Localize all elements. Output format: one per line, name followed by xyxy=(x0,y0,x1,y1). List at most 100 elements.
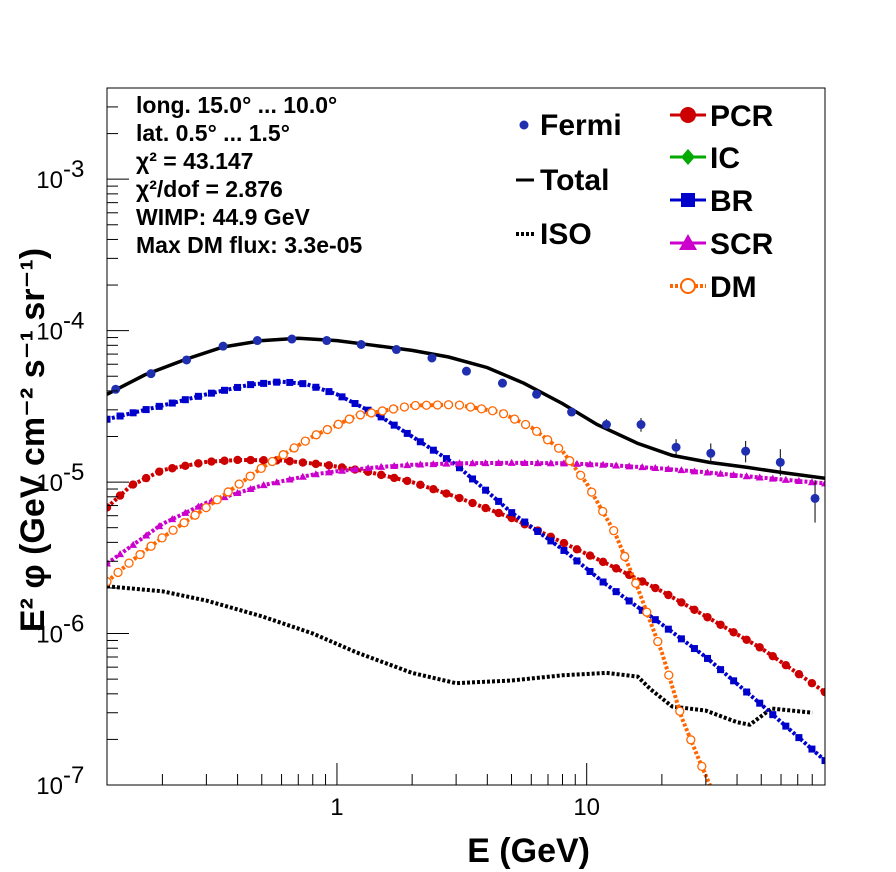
legend-br-marker xyxy=(681,193,695,207)
y-tick-label: 10 xyxy=(36,319,63,346)
fermi-point xyxy=(775,457,785,467)
scr-marker xyxy=(520,458,529,466)
dm-marker xyxy=(234,479,244,489)
br-marker xyxy=(717,666,725,674)
pcr-marker xyxy=(807,678,817,688)
fermi-point xyxy=(287,334,297,344)
scr-marker xyxy=(116,550,125,558)
dm-marker xyxy=(124,558,134,568)
br-marker xyxy=(234,383,242,391)
br-marker xyxy=(651,616,659,624)
y-tick-exponent: -6 xyxy=(63,611,84,638)
br-marker xyxy=(586,567,594,575)
dm-marker xyxy=(333,419,343,429)
scr-marker xyxy=(494,458,503,466)
pcr-marker xyxy=(820,687,825,697)
dm-marker xyxy=(509,414,520,424)
br-marker xyxy=(521,518,529,526)
br-marker xyxy=(534,527,542,535)
br-marker xyxy=(808,745,816,753)
fermi-point xyxy=(567,407,577,417)
scr-marker xyxy=(468,459,477,467)
scr-marker xyxy=(416,460,425,468)
info-max-dm-flux: Max DM flux: 3.3e-05 xyxy=(136,232,362,258)
br-marker xyxy=(547,537,555,545)
scr-marker xyxy=(742,472,751,480)
scr-marker xyxy=(690,467,699,475)
dm-marker xyxy=(675,706,685,716)
dm-marker xyxy=(113,567,123,578)
y-tick-label: 10 xyxy=(36,622,63,649)
pcr-line xyxy=(107,457,825,694)
pcr-marker xyxy=(246,455,255,465)
dm-marker xyxy=(587,487,597,497)
br-marker xyxy=(299,380,307,388)
br-marker xyxy=(782,722,790,730)
dm-marker xyxy=(476,404,487,414)
br-marker xyxy=(416,438,424,446)
legend-pcr-marker xyxy=(680,107,696,123)
br-marker xyxy=(690,645,698,653)
fermi-point xyxy=(427,353,437,363)
info-chi2: χ² = 43.147 xyxy=(136,148,253,174)
dm-marker xyxy=(135,549,145,560)
legend-right: PCR IC BR SCR DM xyxy=(670,100,774,304)
br-marker xyxy=(573,557,581,565)
scr-marker xyxy=(807,478,816,486)
dm-marker xyxy=(664,670,674,680)
scr-marker xyxy=(455,459,464,467)
dm-marker xyxy=(388,404,399,414)
pcr-marker xyxy=(181,461,190,471)
br-marker xyxy=(194,392,202,400)
scr-marker xyxy=(559,459,568,467)
pcr-marker xyxy=(233,455,242,465)
scr-marker xyxy=(612,461,621,469)
scr-marker xyxy=(194,502,203,510)
scr-marker xyxy=(129,540,138,548)
br-marker xyxy=(220,386,228,394)
br-marker xyxy=(377,413,385,421)
scr-marker xyxy=(155,522,164,530)
scr-marker xyxy=(324,468,333,476)
br-marker xyxy=(455,464,463,472)
br-marker xyxy=(142,406,150,414)
pcr-marker xyxy=(194,459,203,468)
dm-marker xyxy=(520,419,531,430)
legend-iso-label: ISO xyxy=(540,218,592,251)
scr-marker xyxy=(716,469,725,477)
dm-marker xyxy=(179,518,189,528)
dm-marker xyxy=(421,400,432,410)
scr-marker xyxy=(651,464,660,472)
scr-marker xyxy=(337,466,346,474)
scr-marker xyxy=(351,465,360,473)
pcr-marker xyxy=(716,620,725,629)
legend-dm-label: DM xyxy=(710,271,757,304)
pcr-marker xyxy=(324,461,334,470)
br-marker xyxy=(560,546,568,554)
br-marker xyxy=(312,383,320,391)
dm-marker xyxy=(278,450,288,460)
x-tick-label: 1 xyxy=(330,794,343,821)
pcr-marker xyxy=(781,660,791,670)
br-marker xyxy=(168,399,176,407)
br-marker xyxy=(247,381,255,389)
pcr-marker xyxy=(285,457,294,466)
y-tick-exponent: -7 xyxy=(63,762,84,789)
pcr-marker xyxy=(403,476,412,486)
pcr-marker xyxy=(455,493,464,503)
dm-marker xyxy=(289,443,299,453)
scr-marker xyxy=(403,461,412,469)
br-marker xyxy=(625,597,633,605)
scr-marker xyxy=(572,459,581,467)
fermi-point xyxy=(601,420,611,430)
br-marker xyxy=(638,606,646,614)
dm-marker xyxy=(107,577,112,587)
scr-marker xyxy=(390,462,399,470)
scr-marker xyxy=(625,462,634,470)
info-wimp-mass: WIMP: 44.9 GeV xyxy=(136,204,310,230)
scr-marker xyxy=(311,470,320,478)
dm-marker xyxy=(686,735,696,745)
pcr-marker xyxy=(259,456,268,465)
series-layer xyxy=(107,336,825,785)
